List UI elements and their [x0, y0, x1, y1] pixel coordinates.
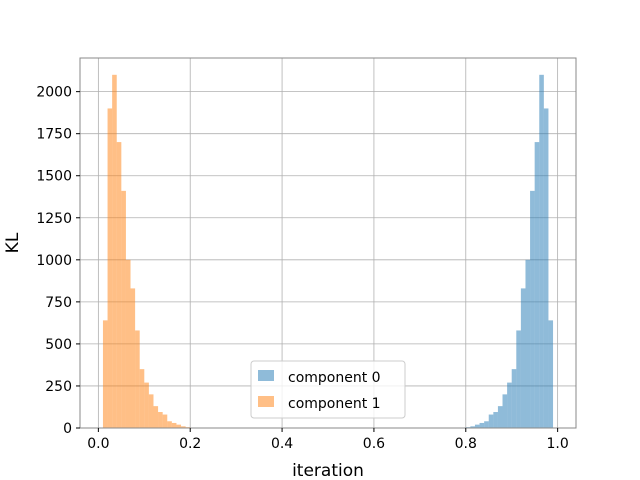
bar-component-1 — [112, 74, 117, 429]
x-tick-label: 1.0 — [546, 436, 568, 452]
bar-component-0 — [548, 320, 554, 428]
bar-component-1 — [148, 394, 154, 428]
y-tick-label: 250 — [45, 379, 72, 395]
y-axis-label: KL — [3, 232, 23, 253]
bar-component-1 — [135, 330, 140, 428]
bar-component-0 — [493, 412, 498, 428]
legend-swatch-component-0 — [258, 370, 274, 381]
bar-component-1 — [107, 108, 113, 429]
bar-component-1 — [153, 406, 159, 428]
bar-component-1 — [139, 369, 145, 428]
bar-component-0 — [543, 108, 549, 429]
plot-frame — [79, 57, 577, 429]
y-tick-label: 1500 — [36, 169, 72, 185]
bar-component-1 — [130, 288, 136, 428]
bar-component-1 — [144, 382, 149, 428]
legend-label-component-1: component 1 — [288, 396, 381, 412]
y-tick-label: 0 — [63, 421, 72, 437]
bar-component-0 — [470, 426, 475, 428]
bar-component-1 — [121, 190, 126, 428]
x-axis-ticks: 0.0 0.2 0.4 0.6 0.8 1.0 — [87, 428, 569, 452]
bar-component-0 — [488, 414, 494, 428]
bar-component-0 — [497, 406, 503, 428]
bar-component-1 — [181, 426, 186, 428]
bar-component-1 — [125, 259, 131, 428]
legend-swatch-component-1 — [258, 396, 274, 407]
bar-component-0 — [530, 190, 535, 428]
bar-component-0 — [525, 259, 531, 428]
x-tick-label: 0.8 — [455, 436, 477, 452]
histogram-bars — [102, 74, 554, 429]
bar-component-1 — [171, 422, 177, 428]
bar-component-1 — [162, 414, 168, 428]
legend: component 0 component 1 — [250, 360, 406, 419]
bar-component-0 — [474, 424, 480, 428]
bar-component-0 — [520, 288, 526, 428]
bar-component-0 — [516, 330, 521, 428]
y-axis-ticks: 0 250 500 750 1000 1250 1500 1750 2000 — [36, 85, 80, 437]
bar-component-0 — [534, 142, 540, 428]
x-axis-label: iteration — [292, 461, 364, 480]
y-tick-label: 2000 — [36, 85, 72, 101]
bar-component-0 — [479, 422, 485, 428]
x-tick-label: 0.2 — [179, 436, 201, 452]
bar-component-1 — [158, 412, 163, 428]
y-tick-label: 500 — [45, 337, 72, 353]
legend-box — [250, 360, 406, 419]
y-tick-label: 1000 — [36, 253, 72, 269]
bar-component-0 — [484, 421, 489, 428]
y-tick-label: 750 — [45, 295, 72, 311]
bar-component-1 — [116, 142, 122, 428]
legend-label-component-0: component 0 — [288, 370, 381, 386]
bar-component-0 — [507, 382, 512, 428]
x-tick-label: 0.0 — [87, 436, 109, 452]
bar-component-0 — [539, 74, 544, 429]
x-tick-label: 0.4 — [271, 436, 293, 452]
bar-component-1 — [167, 421, 172, 428]
y-tick-label: 1250 — [36, 211, 72, 227]
x-tick-label: 0.6 — [363, 436, 385, 452]
bar-component-1 — [102, 320, 108, 428]
y-tick-label: 1750 — [36, 127, 72, 143]
bar-component-1 — [176, 424, 182, 428]
bar-component-0 — [502, 394, 508, 428]
bar-component-0 — [511, 369, 517, 428]
